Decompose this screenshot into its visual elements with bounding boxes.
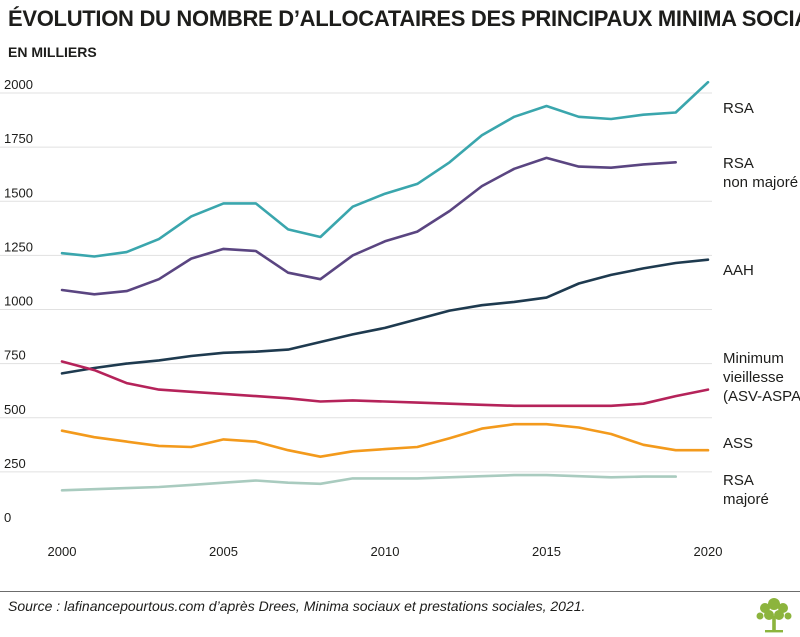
x-tick-label: 2005 <box>209 544 238 559</box>
y-tick-label: 500 <box>4 402 26 417</box>
series-line <box>60 156 677 296</box>
y-tick-label: 750 <box>4 348 26 363</box>
y-tick-label: 1750 <box>4 131 33 146</box>
y-tick-label: 1000 <box>4 294 33 309</box>
footer-divider <box>0 591 800 592</box>
series-label: RSA <box>723 100 754 117</box>
series-line <box>60 258 710 375</box>
series-label: RSA <box>723 472 754 489</box>
y-tick-label: 1500 <box>4 185 33 200</box>
series-label: majoré <box>723 491 769 508</box>
grid-lines <box>0 92 712 473</box>
series-label: vieillesse <box>723 369 784 386</box>
chart-subtitle: EN MILLIERS <box>8 44 97 60</box>
y-tick-label: 0 <box>4 510 11 525</box>
series-label: ASS <box>723 435 753 452</box>
series-label: Minimum <box>723 350 784 367</box>
series-line <box>60 473 677 492</box>
series-line <box>60 360 710 408</box>
x-tick-label: 2015 <box>532 544 561 559</box>
source-note: Source : lafinancepourtous.com d’après D… <box>8 598 586 614</box>
y-axis-ticks: 0 250 500 750 1000 1250 1500 1750 2000 <box>4 77 33 525</box>
series-label: non majoré <box>723 174 798 191</box>
chart-title: ÉVOLUTION DU NOMBRE D’ALLOCATAIRES DES P… <box>8 6 800 31</box>
series-line <box>60 422 710 458</box>
series-label: (ASV-ASPA) <box>723 388 800 405</box>
tree-icon <box>756 598 792 633</box>
x-axis-ticks: 2000 2005 2010 2015 2020 <box>48 544 723 559</box>
x-tick-label: 2020 <box>694 544 723 559</box>
x-tick-label: 2000 <box>48 544 77 559</box>
y-tick-label: 250 <box>4 456 26 471</box>
y-tick-label: 1250 <box>4 239 33 254</box>
series-labels: RSA RSA non majoré AAH Minimum vieillesse (ASV… <box>723 100 800 508</box>
series-lines <box>60 80 710 492</box>
x-tick-label: 2010 <box>371 544 400 559</box>
series-line <box>60 80 710 258</box>
series-label: RSA <box>723 155 754 172</box>
y-tick-label: 2000 <box>4 77 33 92</box>
series-label: AAH <box>723 262 754 279</box>
